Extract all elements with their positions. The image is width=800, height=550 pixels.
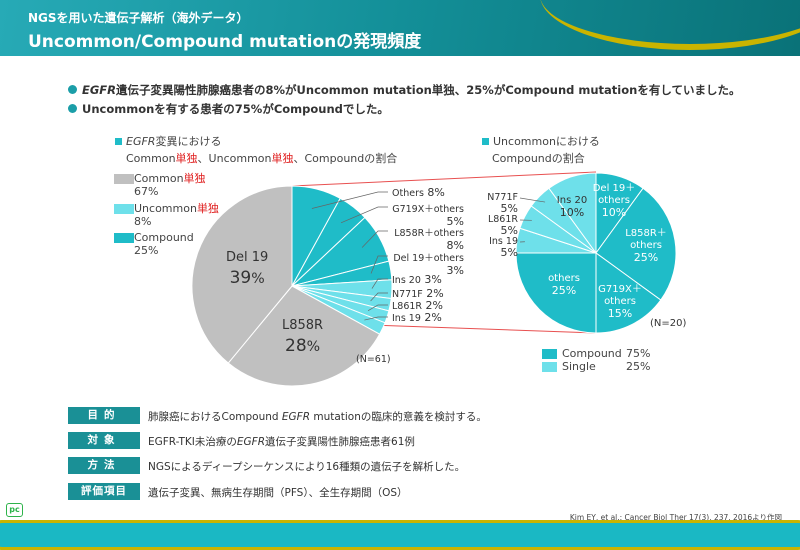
slice-callout: Ins 19 2%	[392, 311, 442, 324]
zoom-connector-bottom	[372, 325, 596, 333]
callout-label: Ins 20	[392, 275, 421, 286]
callout-value: 3%	[421, 273, 442, 286]
desc-subjects: EGFR-TKI未治療のEGFR遺伝子変異陽性肺腺癌患者61例	[148, 434, 415, 449]
legend-swatch-compound	[542, 349, 557, 359]
right-chart-caption-2: Compoundの割合	[492, 150, 585, 166]
tag-method: 方法	[68, 457, 140, 474]
label-del19: Del 19 39%	[226, 248, 268, 290]
desc-part: mutationの臨床的意義を検討する。	[310, 411, 487, 423]
value-num: 28	[285, 336, 307, 356]
label-l858r: L858R 28%	[282, 316, 323, 358]
callout-value: 3%	[447, 264, 464, 277]
tag-subjects: 対象	[68, 432, 140, 449]
callout-label: Others	[392, 188, 424, 199]
callout-label: Del 19＋others	[393, 253, 464, 264]
right-chart-caption: Uncommonにおける	[482, 133, 600, 149]
callout-label: G719X＋others	[392, 204, 464, 215]
desc-em: EGFR	[237, 436, 265, 448]
desc-purpose: 肺腺癌におけるCompound EGFR mutationの臨床的意義を検討する…	[148, 409, 487, 424]
desc-endpoints: 遺伝子変異、無病生存期間（PFS）、全生存期間（OS）	[148, 485, 408, 500]
legend-swatch-single	[542, 362, 557, 372]
callout-value: 8%	[424, 186, 445, 199]
square-icon	[482, 138, 489, 145]
slice-label: Del 19	[226, 250, 268, 265]
slice-value: 28%	[285, 336, 320, 356]
slice-callout: Others 8%	[392, 186, 445, 199]
left-n-label: (N=61)	[356, 354, 391, 365]
callout-label: L858R＋others	[394, 228, 464, 239]
legend-single-name: Single	[562, 360, 596, 373]
caption-text: Uncommonにおける	[493, 135, 600, 148]
right-n-label: (N=20)	[650, 318, 686, 329]
callout-label: Ins 19	[392, 313, 421, 324]
zoom-connector-top	[292, 172, 596, 186]
logo: pc	[6, 503, 23, 517]
desc-part: 遺伝子変異陽性肺腺癌患者61例	[265, 436, 415, 448]
value-num: 39	[230, 268, 252, 288]
slice-value: 39%	[230, 268, 265, 288]
legend-compound-value: 75%	[626, 347, 650, 360]
tag-endpoints: 評価項目	[68, 483, 140, 500]
slice-label: L858R	[282, 318, 323, 333]
desc-part: 肺腺癌におけるCompound	[148, 411, 282, 423]
tag-purpose: 目的	[68, 407, 140, 424]
slice-callout: Ins 20 3%	[392, 273, 442, 286]
desc-em: EGFR	[282, 411, 310, 423]
legend-single-value: 25%	[626, 360, 650, 373]
callout-value: 2%	[421, 311, 442, 324]
desc-part: EGFR-TKI未治療の	[148, 436, 237, 448]
footer-bar	[0, 520, 800, 550]
desc-method: NGSによるディープシーケンスにより16種類の遺伝子を解析した。	[148, 459, 465, 474]
legend-compound-name: Compound	[562, 347, 622, 360]
